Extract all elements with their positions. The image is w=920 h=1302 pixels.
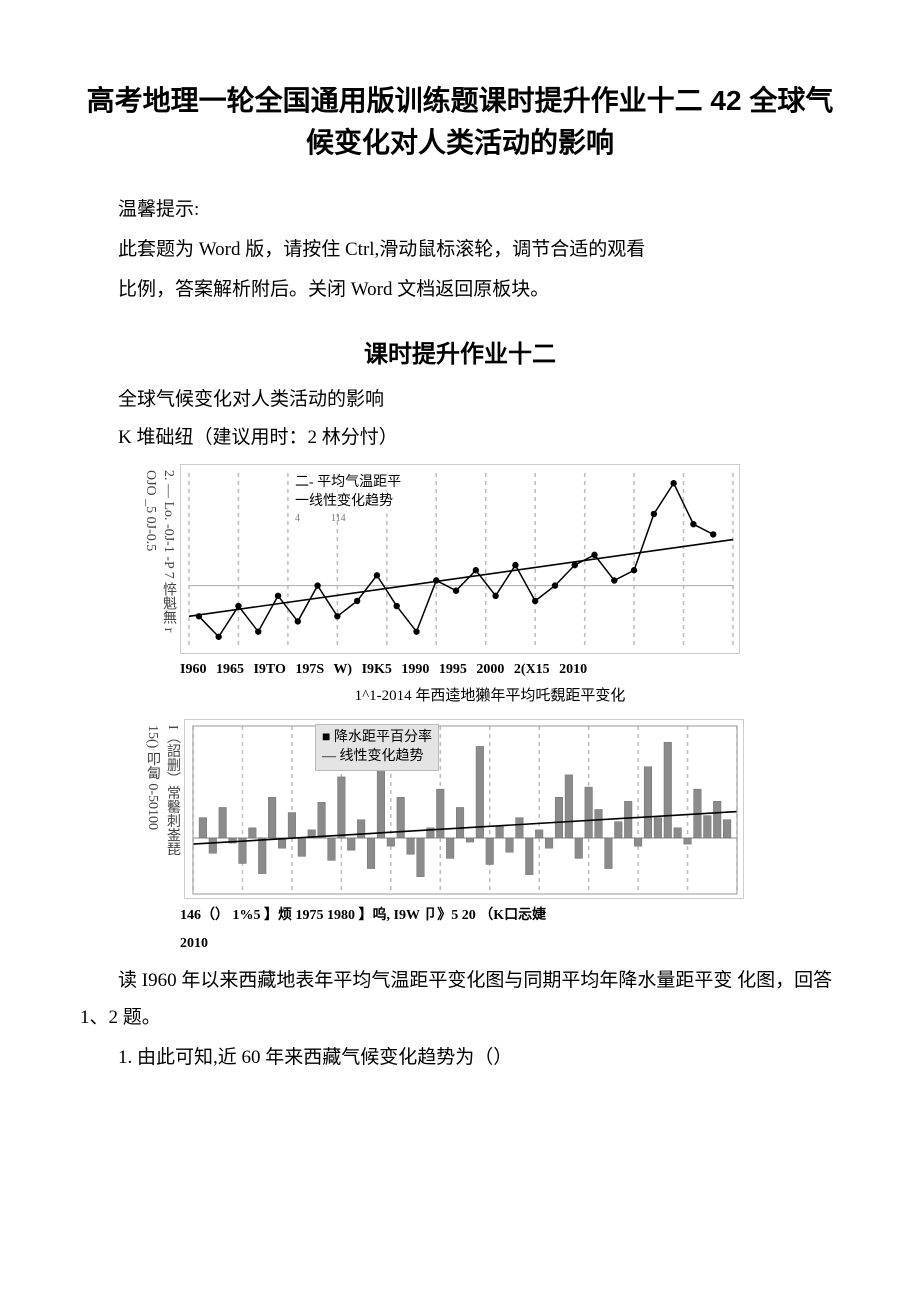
chart2-x-ticks-l2: 2010 (180, 933, 840, 955)
tip-line-2: 比例，答案解析附后。关闭 Word 文档返回原板块。 (80, 272, 840, 308)
chart1-y-axis-label: OJO _5 0J-0.5 2. — Lo. -0J-1 -P 7 悴魁無 r (140, 464, 180, 654)
chart1-tiny-a: 4 (295, 513, 300, 524)
chart1-legend-item-2: 一线性变化趋势 (295, 492, 401, 512)
chart1-x-ticks: I960 1965 I9TO 197S W) I9K5 1990 1995 20… (180, 662, 840, 678)
tip-label: 温馨提示: (80, 192, 840, 228)
chart1-legend-item-1: 二- 平均气温距平 (295, 473, 401, 493)
chart1-svg (181, 465, 741, 655)
page-title: 高考地理一轮全国通用版训练题课时提升作业十二 42 全球气候变化对人类活动的影响 (80, 80, 840, 164)
chart-temperature-anomaly: OJO _5 0J-0.5 2. — Lo. -0J-1 -P 7 悴魁無 r … (140, 464, 840, 705)
chart2-svg (185, 720, 745, 900)
chart1-caption: 1^1-2014 年西逵地獭年平均吒覣距平变化 (140, 684, 840, 705)
tip-line-1: 此套题为 Word 版，请按住 Ctrl,滑动鼠标滚轮，调节合适的观看 (80, 232, 840, 268)
question-intro: 读 I960 年以来西藏地表年平均气温距平变化图与同期平均年降水量距平变 化图，… (80, 963, 840, 1035)
chart2-legend: ■ 降水距平百分率 — 线性变化趋势 (315, 724, 439, 771)
chart1-legend: 二- 平均气温距平 一线性变化趋势 (291, 471, 405, 514)
section-line-2: K 堆础纽（建议用时：2 林分忖） (80, 421, 840, 455)
chart1-plot-area: 二- 平均气温距平 一线性变化趋势 4 114 (180, 464, 740, 654)
chart-precipitation-anomaly: 15() 叩匐 0-50100 I（詔删）常罊刺崟琵 ■ 降水距平百分率 — 线… (140, 719, 840, 956)
chart2-legend-item-1: ■ 降水距平百分率 (322, 728, 432, 748)
chart2-legend-item-2: — 线性变化趋势 (322, 747, 432, 767)
chart2-x-ticks-l1: 146（） 1%5 】烦 1975 1980 】呜, I9W 卩》5 20 （K… (180, 905, 840, 927)
chart1-tiny-b: 114 (331, 513, 346, 524)
question-1: 1. 由此可知,近 60 年来西藏气候变化趋势为（） (80, 1040, 840, 1076)
chart2-y-axis-label: 15() 叩匐 0-50100 I（詔删）常罊刺崟琵 (140, 719, 184, 899)
chart2-plot-area: ■ 降水距平百分率 — 线性变化趋势 (184, 719, 744, 899)
section-subtitle: 课时提升作业十二 (80, 334, 840, 369)
section-line-1: 全球气候变化对人类活动的影响 (80, 383, 840, 417)
